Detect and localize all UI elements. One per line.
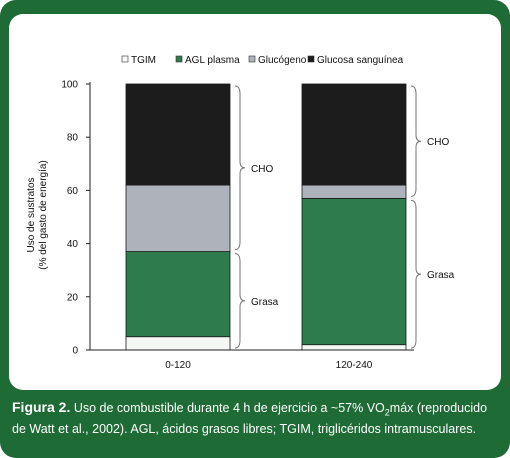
figure-caption: Figura 2. Uso de combustible durante 4 h… (12, 399, 502, 437)
y-tick-label-60: 60 (67, 186, 79, 197)
x-tick-label-2: 120-240 (336, 360, 373, 371)
y-tick-label-40: 40 (67, 239, 79, 250)
caption-label: Figura 2. (12, 399, 71, 415)
y-axis-title-line1: Uso de sustratos (26, 177, 37, 252)
brace-label-2: Grasa (251, 297, 279, 308)
legend-swatch-4 (307, 55, 315, 63)
brace-3 (410, 85, 422, 197)
braces: CHO Grasa CHO Grasa (234, 85, 455, 349)
brace-1 (234, 85, 246, 251)
y-axis-title-line2: (% del gasto de energía) (38, 160, 49, 270)
legend-label-4: Glucosa sanguínea (317, 55, 404, 66)
bar-2-segment-2 (301, 197, 407, 346)
chart-panel: TGIM AGL plasma Glucógeno Glucosa sanguínea… (9, 14, 501, 390)
legend-swatch-2 (175, 55, 183, 63)
brace-4 (410, 199, 422, 349)
legend-swatch-1 (121, 55, 129, 63)
bar-1-segment-3 (125, 184, 231, 252)
caption-subscript: 2 (384, 407, 390, 418)
bar-2-segment-4 (301, 83, 407, 186)
x-axis: 0-120 120-240 (90, 349, 414, 371)
brace-label-4: Grasa (427, 270, 455, 281)
brace-label-1: CHO (251, 164, 273, 175)
x-tick-label-1: 0-120 (165, 360, 191, 371)
y-axis: 0 20 40 60 80 100 Uso de sustratos (% del gasto… (26, 80, 91, 357)
y-tick-label-20: 20 (67, 292, 79, 303)
bar-1-segment-2 (125, 251, 231, 338)
y-tick-label-80: 80 (67, 133, 79, 144)
brace-label-3: CHO (427, 137, 449, 148)
legend-label-1: TGIM (131, 55, 156, 66)
legend: TGIM AGL plasma Glucógeno Glucosa sanguínea (121, 55, 404, 66)
bar-2-segment-1 (301, 344, 407, 351)
legend-label-2: AGL plasma (185, 55, 240, 66)
caption-text-after-sub: máx (reproducido de Watt et al., 2002). … (12, 401, 488, 436)
y-tick-label-100: 100 (61, 80, 78, 91)
bar-2-segment-3 (301, 184, 407, 199)
legend-swatch-3 (248, 55, 256, 63)
caption-text-before-sub: Uso de combustible durante 4 h de ejerci… (70, 401, 385, 415)
stacked-bar-chart: TGIM AGL plasma Glucógeno Glucosa sanguínea… (26, 55, 455, 371)
bars (125, 83, 407, 351)
bar-1-segment-1 (125, 336, 231, 351)
bar-1-segment-4 (125, 83, 231, 186)
y-tick-label-0: 0 (72, 346, 78, 357)
legend-label-3: Glucógeno (258, 55, 307, 66)
brace-2 (234, 253, 246, 349)
